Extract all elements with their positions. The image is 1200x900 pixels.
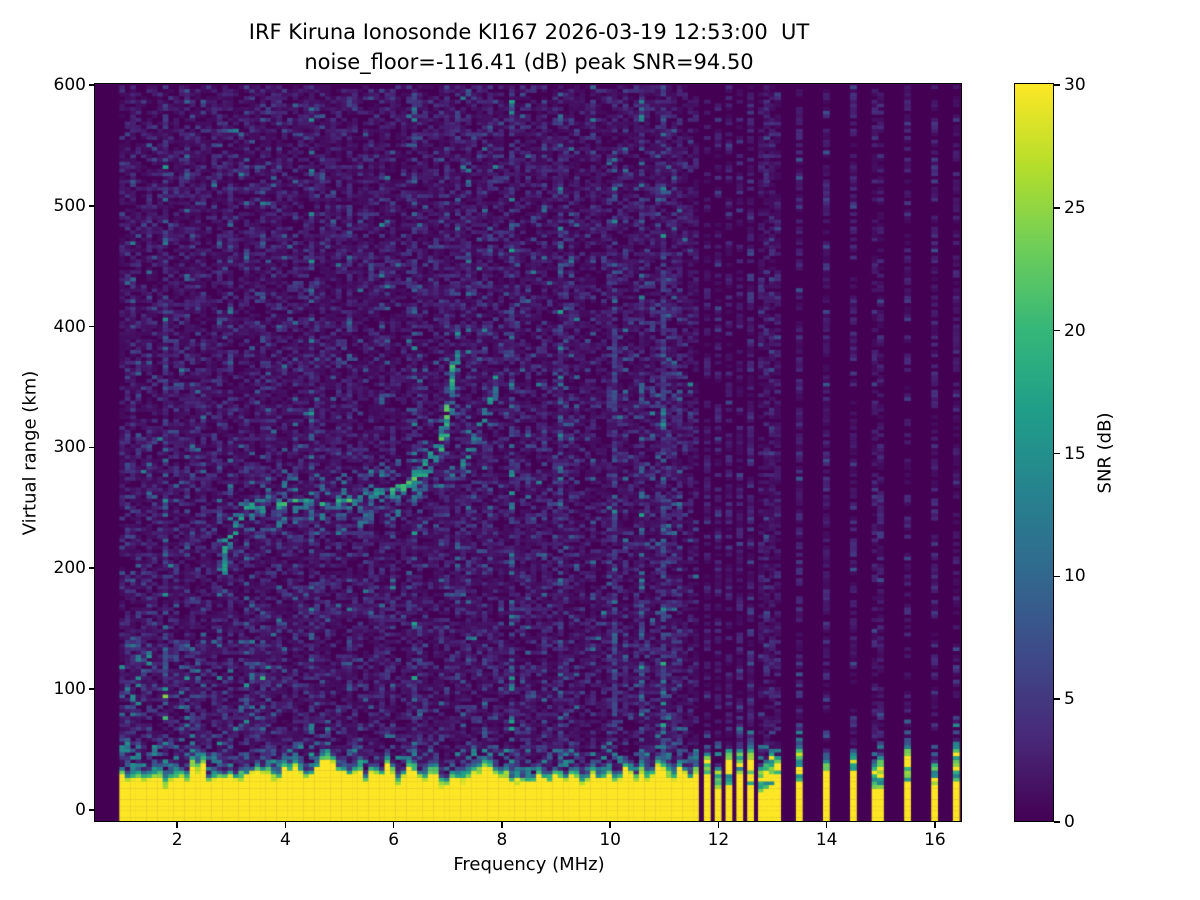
colorbar-label: SNR (dB) — [1094, 412, 1116, 494]
colorbar-tick-label: 25 — [1064, 197, 1086, 218]
x-tick-label: 14 — [815, 830, 838, 850]
colorbar-tick-label: 20 — [1064, 320, 1086, 341]
plot-area — [94, 83, 963, 823]
y-tick — [89, 205, 95, 207]
colorbar-tick — [1054, 329, 1060, 332]
colorbar-tick-label: 30 — [1064, 75, 1086, 95]
y-tick — [89, 84, 95, 86]
colorbar-tick-label: 10 — [1064, 566, 1086, 587]
colorbar-gradient — [1015, 84, 1054, 822]
x-tick — [284, 822, 287, 828]
x-axis-label: Frequency (MHz) — [453, 854, 605, 875]
y-tick — [89, 567, 95, 570]
y-tick — [89, 809, 95, 811]
x-tick — [717, 822, 720, 828]
y-tick-label: 0 — [75, 799, 86, 820]
y-tick-label: 300 — [53, 437, 86, 458]
y-tick-label: 600 — [53, 75, 86, 95]
chart-subtitle: noise_floor=-116.41 (dB) peak SNR=94.50 — [304, 50, 754, 74]
ionogram-heatmap — [95, 84, 962, 822]
y-tick-label: 200 — [53, 558, 86, 579]
y-tick-label: 500 — [53, 195, 86, 216]
y-tick — [89, 446, 95, 449]
x-tick — [501, 822, 503, 828]
colorbar-tick — [1054, 698, 1060, 700]
chart-title: IRF Kiruna Ionosonde KI167 2026-03-19 12… — [248, 20, 810, 44]
x-tick-label: 6 — [388, 830, 400, 850]
x-tick-label: 2 — [171, 830, 183, 850]
x-tick — [609, 822, 611, 828]
y-tick-label: 400 — [53, 316, 86, 337]
colorbar-tick-label: 0 — [1064, 812, 1075, 832]
y-tick — [89, 325, 95, 328]
colorbar — [1014, 83, 1055, 823]
y-tick-label: 100 — [53, 679, 86, 700]
x-tick — [392, 822, 395, 828]
x-tick-label: 8 — [496, 830, 508, 850]
colorbar-tick-label: 5 — [1064, 689, 1075, 710]
y-tick — [89, 688, 95, 690]
colorbar-tick — [1054, 575, 1060, 578]
x-tick-label: 10 — [599, 830, 621, 850]
x-tick — [934, 822, 936, 828]
x-tick-label: 16 — [924, 830, 946, 850]
colorbar-tick — [1054, 821, 1060, 823]
colorbar-tick — [1054, 452, 1060, 455]
colorbar-tick — [1054, 84, 1060, 86]
x-tick — [825, 822, 828, 828]
x-tick — [176, 822, 178, 828]
x-tick-label: 12 — [707, 830, 730, 850]
y-axis-label: Virtual range (km) — [19, 370, 41, 536]
colorbar-tick — [1054, 207, 1060, 209]
x-tick-label: 4 — [280, 830, 291, 850]
colorbar-tick-label: 15 — [1064, 443, 1086, 464]
